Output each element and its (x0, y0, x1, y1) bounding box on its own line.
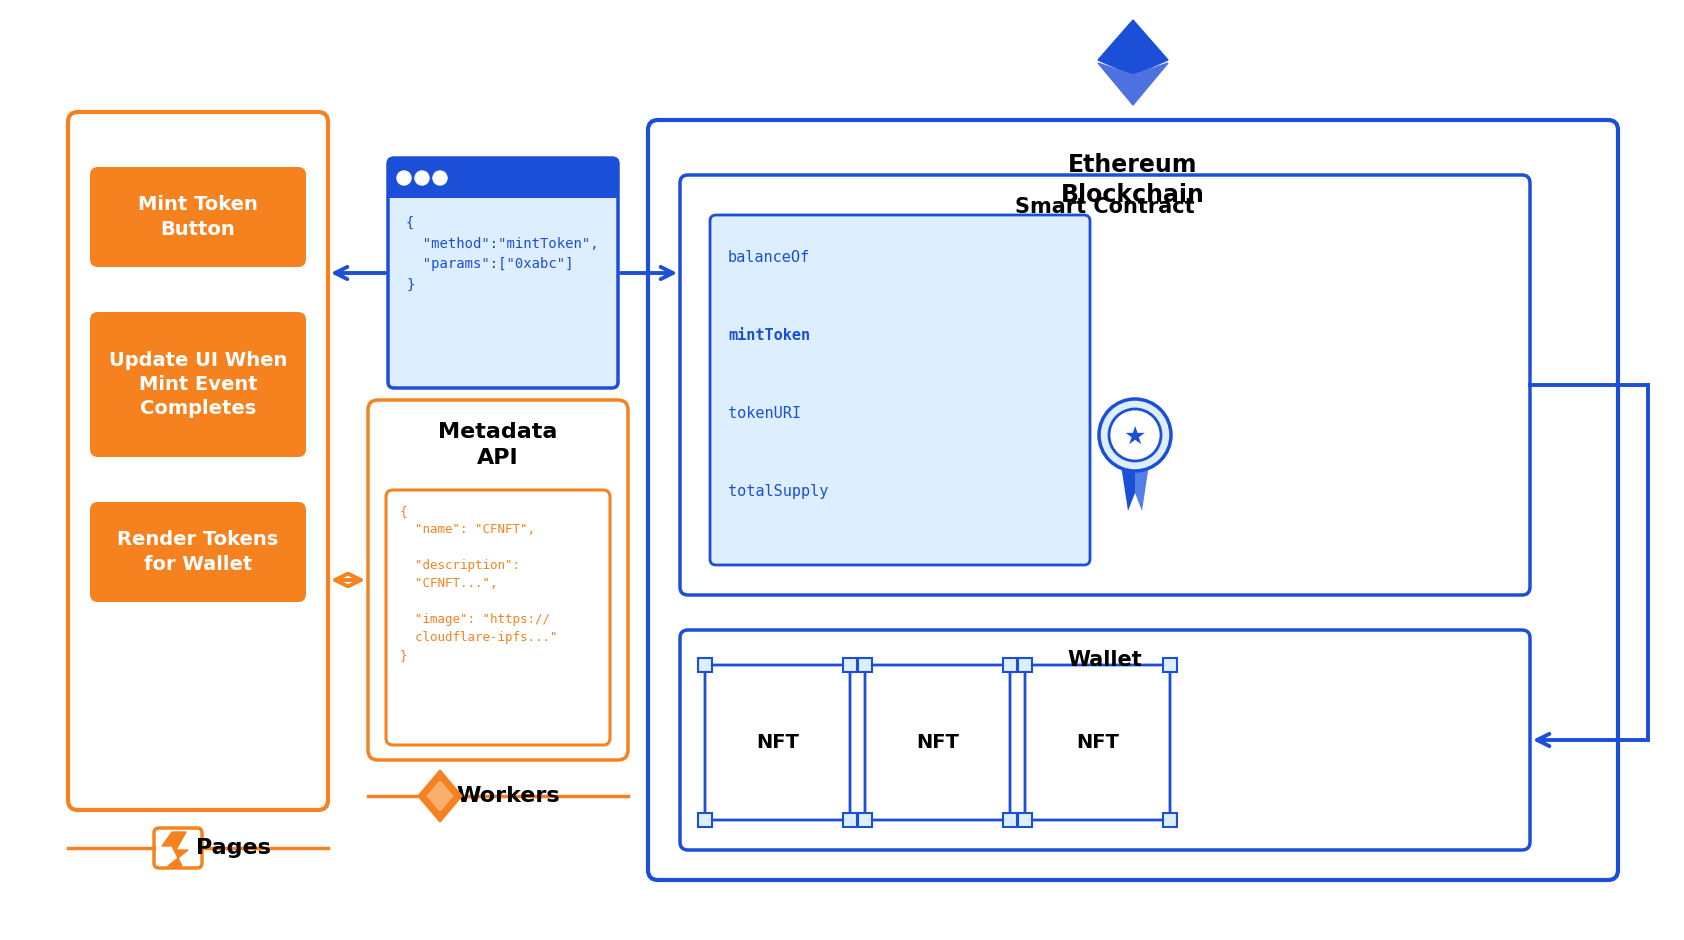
FancyBboxPatch shape (67, 112, 328, 810)
Text: Render Tokens
for Wallet: Render Tokens for Wallet (118, 530, 278, 573)
FancyBboxPatch shape (706, 665, 850, 820)
Text: Pages: Pages (195, 838, 271, 858)
Text: totalSupply: totalSupply (727, 484, 829, 499)
Bar (844, 658, 857, 672)
Text: NFT: NFT (1076, 733, 1118, 752)
Polygon shape (1098, 20, 1169, 75)
Polygon shape (1135, 465, 1148, 511)
FancyBboxPatch shape (89, 502, 306, 602)
Circle shape (414, 171, 429, 185)
Text: Update UI When
Mint Event
Completes: Update UI When Mint Event Completes (109, 351, 288, 418)
Text: Ethereum
Blockchain: Ethereum Blockchain (1061, 152, 1206, 208)
Bar (387, 198, 618, 388)
FancyBboxPatch shape (866, 665, 1010, 820)
Bar (1019, 813, 1032, 827)
Text: Workers: Workers (456, 786, 559, 806)
FancyBboxPatch shape (89, 312, 306, 457)
Text: Mint Token
Button: Mint Token Button (138, 196, 258, 239)
Text: balanceOf: balanceOf (727, 250, 810, 265)
Bar (387, 158, 618, 198)
Bar (1019, 658, 1032, 672)
Bar (1164, 813, 1177, 827)
Circle shape (1100, 399, 1170, 471)
Bar (1004, 813, 1017, 827)
FancyBboxPatch shape (648, 120, 1618, 880)
Text: {
  "method":"mintToken",
  "params":["0xabc"]
}: { "method":"mintToken", "params":["0xabc… (406, 216, 598, 291)
Text: {
  "name": "CFNFT",

  "description":
  "CFNFT...",

  "image": "https://
  clo: { "name": "CFNFT", "description": "CFNFT… (401, 505, 557, 662)
Text: mintToken: mintToken (727, 328, 810, 343)
Polygon shape (418, 770, 461, 822)
Circle shape (397, 171, 411, 185)
Text: ★: ★ (1123, 425, 1147, 449)
Polygon shape (1098, 63, 1169, 105)
Circle shape (433, 171, 446, 185)
Bar (844, 813, 857, 827)
Bar (697, 658, 712, 672)
Text: Metadata
API: Metadata API (438, 422, 557, 468)
Text: tokenURI: tokenURI (727, 406, 802, 421)
Polygon shape (428, 781, 453, 811)
Bar (697, 813, 712, 827)
FancyBboxPatch shape (1026, 665, 1170, 820)
FancyBboxPatch shape (680, 630, 1531, 850)
Bar (1004, 658, 1017, 672)
Text: NFT: NFT (916, 733, 958, 752)
Bar (859, 813, 872, 827)
Circle shape (1110, 409, 1160, 461)
FancyBboxPatch shape (369, 400, 628, 760)
Text: NFT: NFT (756, 733, 798, 752)
FancyBboxPatch shape (711, 215, 1090, 565)
Bar (859, 658, 872, 672)
Text: Wallet: Wallet (1068, 650, 1142, 670)
FancyBboxPatch shape (89, 167, 306, 267)
FancyBboxPatch shape (680, 175, 1531, 595)
Polygon shape (162, 832, 189, 866)
Polygon shape (1122, 465, 1135, 511)
Text: Smart Contract: Smart Contract (1015, 197, 1196, 217)
Bar (1164, 658, 1177, 672)
